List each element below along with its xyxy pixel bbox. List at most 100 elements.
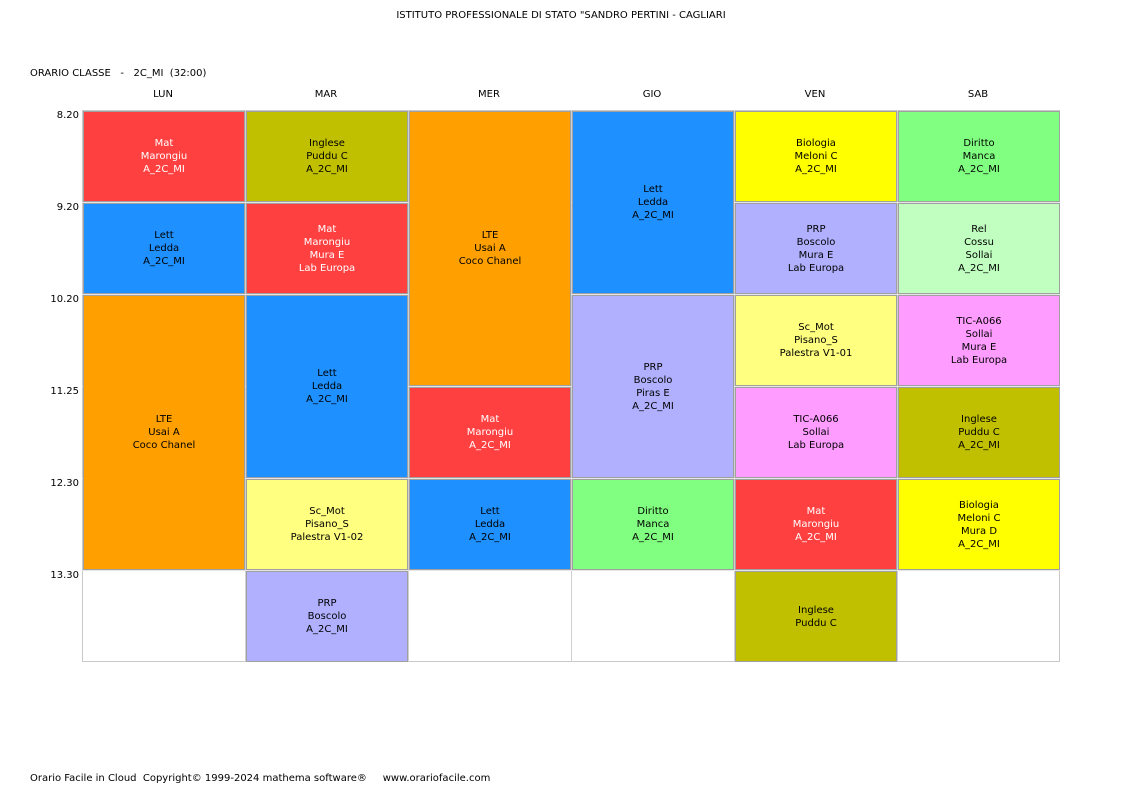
lesson-block-diritto[interactable]: Diritto Manca A_2C_MI <box>898 111 1060 202</box>
lesson-block-diritto[interactable]: Diritto Manca A_2C_MI <box>572 479 734 570</box>
lesson-block-mat[interactable]: Mat Marongiu A_2C_MI <box>735 479 897 570</box>
lesson-subject: Mat <box>480 414 500 425</box>
lesson-detail: Lab Europa <box>298 262 356 274</box>
lesson-detail: A_2C_MI <box>143 256 185 267</box>
row-divider <box>82 570 1060 571</box>
lesson-subject: TIC-A066 <box>956 315 1002 327</box>
lesson-subject: LTE <box>155 414 173 425</box>
lesson-detail: A_2C_MI <box>795 164 837 175</box>
lesson-detail: Mura E <box>961 341 997 353</box>
lesson-block-lett[interactable]: Lett Ledda A_2C_MI <box>409 479 571 570</box>
time-label: 12.30 <box>50 478 79 489</box>
lesson-subject: Mat <box>806 506 826 517</box>
lesson-detail: Pisano_S <box>794 335 838 346</box>
lesson-detail: A_2C_MI <box>306 394 348 405</box>
lesson-subject: Mat <box>154 138 174 149</box>
lesson-block-mat[interactable]: Mat Marongiu A_2C_MI <box>409 387 571 478</box>
lesson-subject: Lett <box>643 184 663 195</box>
lesson-subject: Mat <box>317 223 337 235</box>
lesson-block-lte[interactable]: LTE Usai A Coco Chanel <box>83 295 245 570</box>
day-header-sab: SAB <box>967 89 989 100</box>
lesson-block-tic-a066[interactable]: TIC-A066 Sollai Lab Europa <box>735 387 897 478</box>
lesson-subject: Inglese <box>309 138 345 149</box>
lesson-detail: Boscolo <box>796 236 836 248</box>
lesson-detail: A_2C_MI <box>632 210 674 221</box>
lesson-block-biologia[interactable]: Biologia Meloni C A_2C_MI <box>735 111 897 202</box>
lesson-subject: Inglese <box>961 414 997 425</box>
lesson-subject: LTE <box>481 230 499 241</box>
school-title: ISTITUTO PROFESSIONALE DI STATO "SANDRO … <box>396 10 726 21</box>
row-divider <box>82 294 1060 295</box>
lesson-detail: Boscolo <box>633 374 673 386</box>
lesson-detail: Boscolo <box>307 611 347 622</box>
lesson-detail: A_2C_MI <box>469 532 511 543</box>
lesson-detail: Puddu C <box>958 427 1000 438</box>
day-header-lun: LUN <box>153 89 173 100</box>
lesson-subject: Sc_Mot <box>798 322 834 333</box>
lesson-detail: A_2C_MI <box>958 262 1000 274</box>
lesson-block-prp[interactable]: PRP Boscolo Piras E A_2C_MI <box>572 295 734 478</box>
lesson-subject: Sc_Mot <box>309 506 345 517</box>
lesson-detail: Cossu <box>964 236 994 248</box>
lesson-block-mat[interactable]: Mat Marongiu Mura E Lab Europa <box>246 203 408 294</box>
time-label: 13.30 <box>50 570 79 581</box>
lesson-detail: Marongiu <box>303 236 351 248</box>
lesson-detail: A_2C_MI <box>958 538 1000 550</box>
lesson-block-prp[interactable]: PRP Boscolo Mura E Lab Europa <box>735 203 897 294</box>
lesson-detail: Sollai <box>802 427 830 438</box>
lesson-detail: Meloni C <box>957 512 1001 524</box>
day-header-mar: MAR <box>314 89 338 100</box>
lesson-detail: Marongiu <box>466 427 514 438</box>
lesson-block-biologia[interactable]: Biologia Meloni C Mura D A_2C_MI <box>898 479 1060 570</box>
lesson-subject: Biologia <box>796 138 836 149</box>
row-divider <box>82 478 1060 479</box>
time-label: 9.20 <box>56 202 79 213</box>
lesson-subject: Inglese <box>798 604 834 616</box>
lesson-detail: Lab Europa <box>787 440 845 451</box>
lesson-block-lett[interactable]: Lett Ledda A_2C_MI <box>572 111 734 294</box>
lesson-detail: A_2C_MI <box>632 400 674 412</box>
lesson-subject: Lett <box>154 230 174 241</box>
lesson-detail: Palestra V1-01 <box>779 348 853 359</box>
day-header-mer: MER <box>478 89 500 100</box>
lesson-block-lte[interactable]: LTE Usai A Coco Chanel <box>409 111 571 386</box>
lesson-detail: Mura D <box>960 525 998 537</box>
lesson-detail: Manca <box>962 151 996 162</box>
footer-copyright: Orario Facile in Cloud Copyright© 1999-2… <box>30 773 491 784</box>
lesson-subject: PRP <box>317 598 337 609</box>
lesson-block-mat[interactable]: Mat Marongiu A_2C_MI <box>83 111 245 202</box>
lesson-subject: TIC-A066 <box>793 414 839 425</box>
lesson-subject: Lett <box>480 506 500 517</box>
lesson-detail: A_2C_MI <box>795 532 837 543</box>
lesson-subject: PRP <box>806 223 826 235</box>
lesson-detail: Marongiu <box>792 519 840 530</box>
lesson-detail: Lab Europa <box>950 354 1008 366</box>
lesson-block-inglese[interactable]: Inglese Puddu C <box>735 571 897 662</box>
row-divider <box>82 202 1060 203</box>
lesson-detail: A_2C_MI <box>632 532 674 543</box>
lesson-block-sc-mot[interactable]: Sc_Mot Pisano_S Palestra V1-01 <box>735 295 897 386</box>
lesson-block-lett[interactable]: Lett Ledda A_2C_MI <box>83 203 245 294</box>
lesson-detail: Manca <box>636 519 670 530</box>
lesson-detail: A_2C_MI <box>306 164 348 175</box>
lesson-block-lett[interactable]: Lett Ledda A_2C_MI <box>246 295 408 478</box>
lesson-detail: Usai A <box>474 243 506 254</box>
lesson-detail: Puddu C <box>795 617 837 629</box>
time-label: 11.25 <box>50 386 79 397</box>
lesson-detail: Lab Europa <box>787 262 845 274</box>
lesson-block-inglese[interactable]: Inglese Puddu C A_2C_MI <box>898 387 1060 478</box>
lesson-detail: Coco Chanel <box>458 256 522 267</box>
lesson-block-inglese[interactable]: Inglese Puddu C A_2C_MI <box>246 111 408 202</box>
lesson-block-rel[interactable]: Rel Cossu Sollai A_2C_MI <box>898 203 1060 294</box>
class-title: ORARIO CLASSE - 2C_MI (32:00) <box>30 68 207 79</box>
lesson-detail: Mura E <box>309 249 345 261</box>
lesson-block-sc-mot[interactable]: Sc_Mot Pisano_S Palestra V1-02 <box>246 479 408 570</box>
time-label: 8.20 <box>56 110 79 121</box>
lesson-detail: Sollai <box>965 249 993 261</box>
lesson-detail: Palestra V1-02 <box>290 532 364 543</box>
lesson-block-tic-a066[interactable]: TIC-A066 Sollai Mura E Lab Europa <box>898 295 1060 386</box>
lesson-detail: A_2C_MI <box>469 440 511 451</box>
row-divider <box>82 386 1060 387</box>
lesson-block-prp[interactable]: PRP Boscolo A_2C_MI <box>246 571 408 662</box>
lesson-subject: Rel <box>971 223 987 235</box>
